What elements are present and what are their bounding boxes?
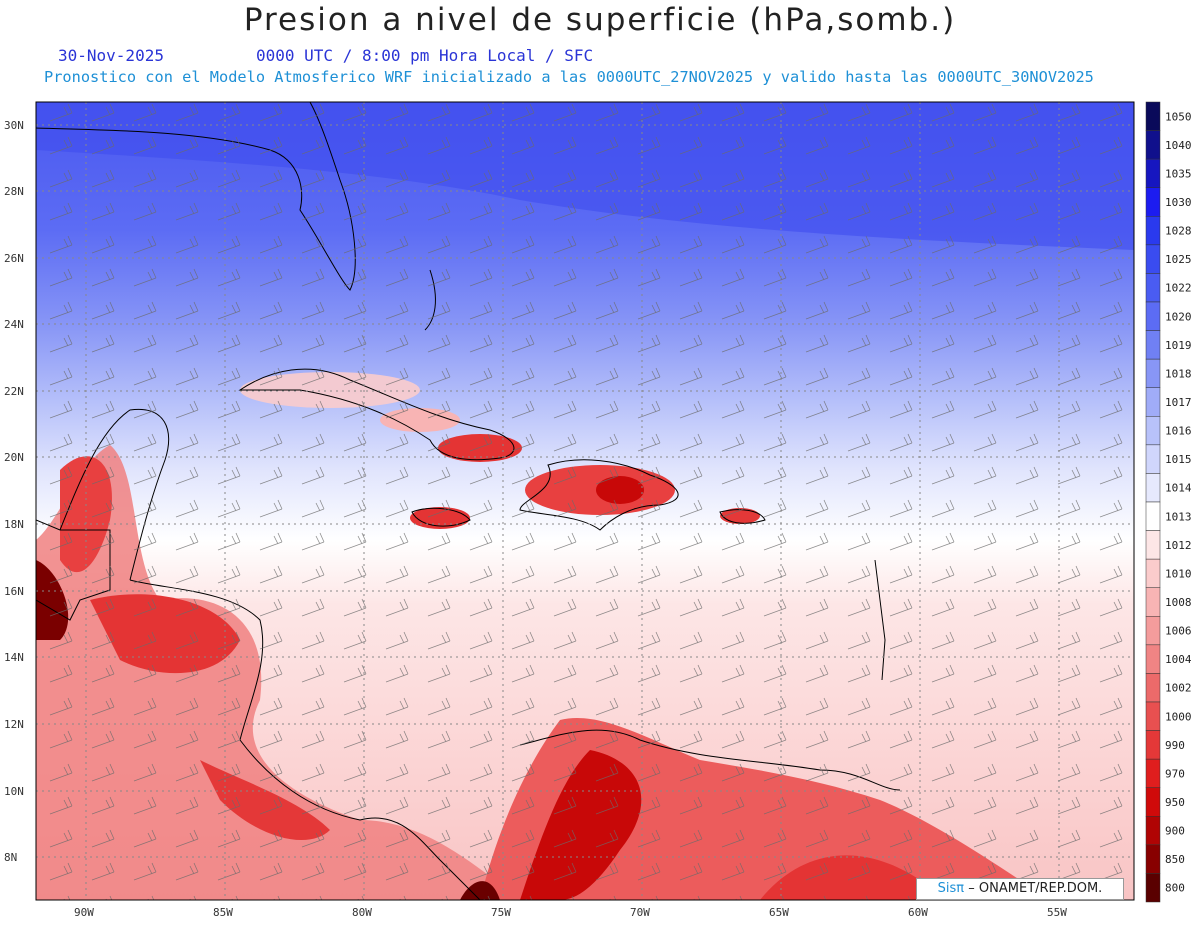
colorbar-label: 1012: [1165, 539, 1192, 552]
colorbar-label: 1000: [1165, 710, 1192, 723]
graticule: [36, 102, 1134, 900]
colorbar-label: 950: [1165, 796, 1185, 809]
colorbar-label: 1014: [1165, 482, 1192, 495]
colorbar-label: 1015: [1165, 453, 1192, 466]
colorbar-swatch: [1145, 787, 1161, 817]
colorbar-swatch: [1145, 216, 1161, 246]
lon-label: 55W: [1047, 906, 1067, 919]
lat-label: 24N: [4, 318, 24, 331]
colorbar-label: 1004: [1165, 653, 1192, 666]
colorbar-swatch: [1145, 673, 1161, 703]
colorbar-swatch: [1145, 530, 1161, 560]
colorbar: 1050 1040 1035 1030 1028 1025 1022 1020 1019 1018…: [1145, 101, 1192, 903]
colorbar-label: 1018: [1165, 367, 1192, 380]
colorbar-swatch: [1145, 758, 1161, 788]
colorbar-label: 1017: [1165, 396, 1192, 409]
colorbar-swatch: [1145, 101, 1161, 131]
colorbar-swatch: [1145, 358, 1161, 388]
lat-label: 16N: [4, 585, 24, 598]
colorbar-swatch: [1145, 444, 1161, 474]
lat-label: 14N: [4, 651, 24, 664]
lat-label: 18N: [4, 518, 24, 531]
colorbar-swatch: [1145, 644, 1161, 674]
lat-label: 28N: [4, 185, 24, 198]
colorbar-swatch: [1145, 473, 1161, 503]
colorbar-label: 1040: [1165, 139, 1192, 152]
colorbar-label: 970: [1165, 767, 1185, 780]
lon-label: 90W: [74, 906, 94, 919]
colorbar-label: 1025: [1165, 253, 1192, 266]
colorbar-swatch: [1145, 387, 1161, 417]
colorbar-swatch: [1145, 816, 1161, 846]
lat-label: 10N: [4, 785, 24, 798]
lon-label: 75W: [491, 906, 511, 919]
colorbar-label: 1035: [1165, 167, 1192, 180]
colorbar-swatch: [1145, 730, 1161, 760]
colorbar-swatch: [1145, 244, 1161, 274]
colorbar-swatch: [1145, 587, 1161, 617]
colorbar-label: 990: [1165, 739, 1185, 752]
map-field: [36, 102, 1134, 900]
colorbar-swatch: [1145, 873, 1161, 903]
colorbar-label: 1008: [1165, 596, 1192, 609]
lon-label: 60W: [908, 906, 928, 919]
colorbar-label: 1013: [1165, 510, 1192, 523]
colorbar-swatch: [1145, 301, 1161, 331]
lon-label: 65W: [769, 906, 789, 919]
colorbar-label: 1020: [1165, 310, 1192, 323]
colorbar-label: 1010: [1165, 567, 1192, 580]
colorbar-swatch: [1145, 330, 1161, 360]
colorbar-swatch: [1145, 273, 1161, 303]
colorbar-swatch: [1145, 558, 1161, 588]
colorbar-swatch: [1145, 501, 1161, 531]
colorbar-label: 1016: [1165, 425, 1192, 438]
map-title: Presion a nivel de superficie (hPa,somb.…: [243, 2, 957, 38]
colorbar-swatch: [1145, 158, 1161, 188]
colorbar-label: 1002: [1165, 682, 1192, 695]
lon-label: 85W: [213, 906, 233, 919]
lat-label: 20N: [4, 451, 24, 464]
lat-label: 8N: [4, 851, 17, 864]
lat-label: 30N: [4, 119, 24, 132]
lon-label: 70W: [630, 906, 650, 919]
colorbar-label: 800: [1165, 882, 1185, 895]
colorbar-label: 1022: [1165, 282, 1192, 295]
colorbar-swatch: [1145, 701, 1161, 731]
lat-label: 26N: [4, 252, 24, 265]
time-info: 0000 UTC / 8:00 pm Hora Local / SFC: [256, 46, 594, 65]
branding-box: Sisπ – ONAMET/REP.DOM.: [916, 878, 1124, 900]
longitude-labels: 90W 85W 80W 75W 70W 65W 60W 55W: [74, 906, 1067, 919]
lat-label: 22N: [4, 385, 24, 398]
latitude-labels: 30N 28N 26N 24N 22N 20N 18N 16N 14N 12N …: [4, 119, 24, 864]
colorbar-label: 850: [1165, 853, 1185, 866]
colorbar-label: 1028: [1165, 225, 1192, 238]
lat-label: 12N: [4, 718, 24, 731]
colorbar-label: 1019: [1165, 339, 1192, 352]
colorbar-swatch: [1145, 416, 1161, 446]
valid-date: 30-Nov-2025: [58, 46, 164, 65]
colorbar-swatch: [1145, 616, 1161, 646]
colorbar-swatch: [1145, 130, 1161, 160]
colorbar-label: 1030: [1165, 196, 1192, 209]
colorbar-swatch: [1145, 844, 1161, 874]
colorbar-label: 1006: [1165, 625, 1192, 638]
colorbar-swatch: [1145, 187, 1161, 217]
forecast-info: Pronostico con el Modelo Atmosferico WRF…: [44, 68, 1094, 86]
colorbar-label: 1050: [1165, 110, 1192, 123]
sispi-logo-text: Sisπ: [937, 881, 965, 896]
colorbar-label: 900: [1165, 825, 1185, 838]
lon-label: 80W: [352, 906, 372, 919]
branding-org: – ONAMET/REP.DOM.: [968, 881, 1103, 896]
